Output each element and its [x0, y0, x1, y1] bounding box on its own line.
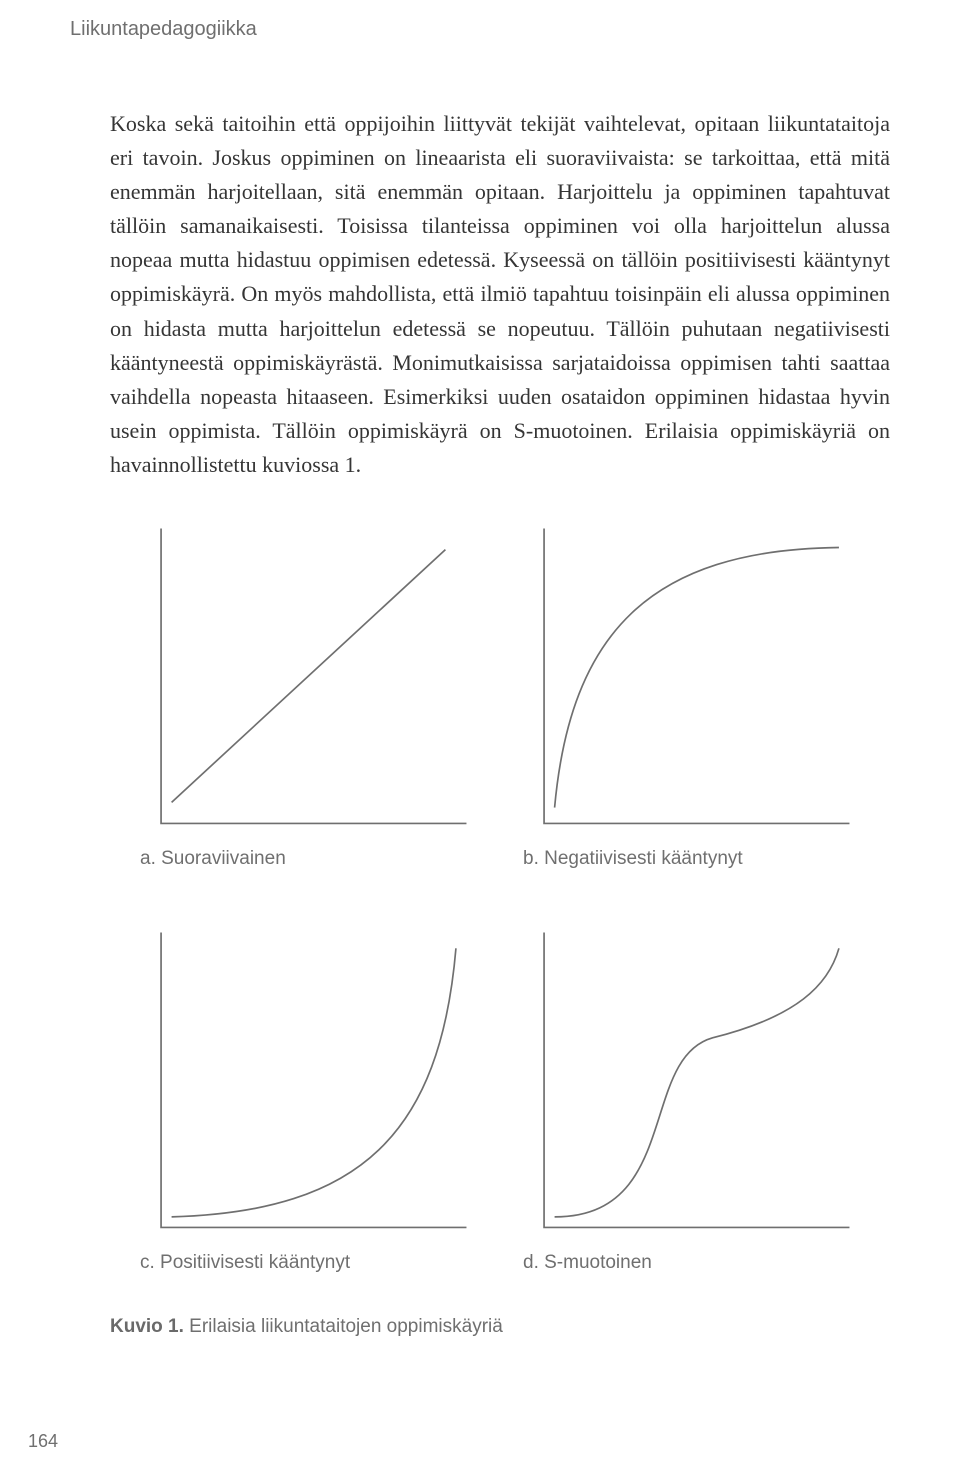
running-head: Liikuntapedagogiikka — [70, 18, 890, 41]
chart-d-svg — [523, 922, 860, 1238]
chart-a-svg — [140, 518, 477, 834]
chart-c-svg — [140, 922, 477, 1238]
chart-b-caption: b. Negatiivisesti kääntynyt — [523, 848, 860, 870]
figure-caption: Kuvio 1. Erilaisia liikuntataitojen oppi… — [110, 1316, 890, 1338]
chart-d-caption: d. S-muotoinen — [523, 1252, 860, 1274]
chart-c-caption: c. Positiivisesti kääntynyt — [140, 1252, 477, 1274]
chart-d-curve — [555, 948, 839, 1217]
figure-grid: a. Suoraviivainen b. Negatiivisesti kään… — [110, 518, 890, 1274]
chart-panel-d: d. S-muotoinen — [523, 922, 860, 1274]
chart-b-axes — [544, 529, 849, 824]
chart-panel-b: b. Negatiivisesti kääntynyt — [523, 518, 860, 870]
body-paragraph: Koska sekä taitoihin että oppijoihin lii… — [110, 107, 890, 482]
chart-b-curve — [555, 548, 839, 808]
chart-c-curve — [172, 948, 456, 1217]
chart-panel-c: c. Positiivisesti kääntynyt — [140, 922, 477, 1274]
chart-a-curve — [172, 550, 446, 803]
chart-c-axes — [161, 933, 466, 1228]
page-number: 164 — [28, 1431, 58, 1452]
figure-label: Kuvio 1. — [110, 1316, 184, 1337]
chart-d-axes — [544, 933, 849, 1228]
figure-text: Erilaisia liikuntataitojen oppimiskäyriä — [184, 1316, 503, 1337]
chart-b-svg — [523, 518, 860, 834]
chart-panel-a: a. Suoraviivainen — [140, 518, 477, 870]
chart-a-caption: a. Suoraviivainen — [140, 848, 477, 870]
